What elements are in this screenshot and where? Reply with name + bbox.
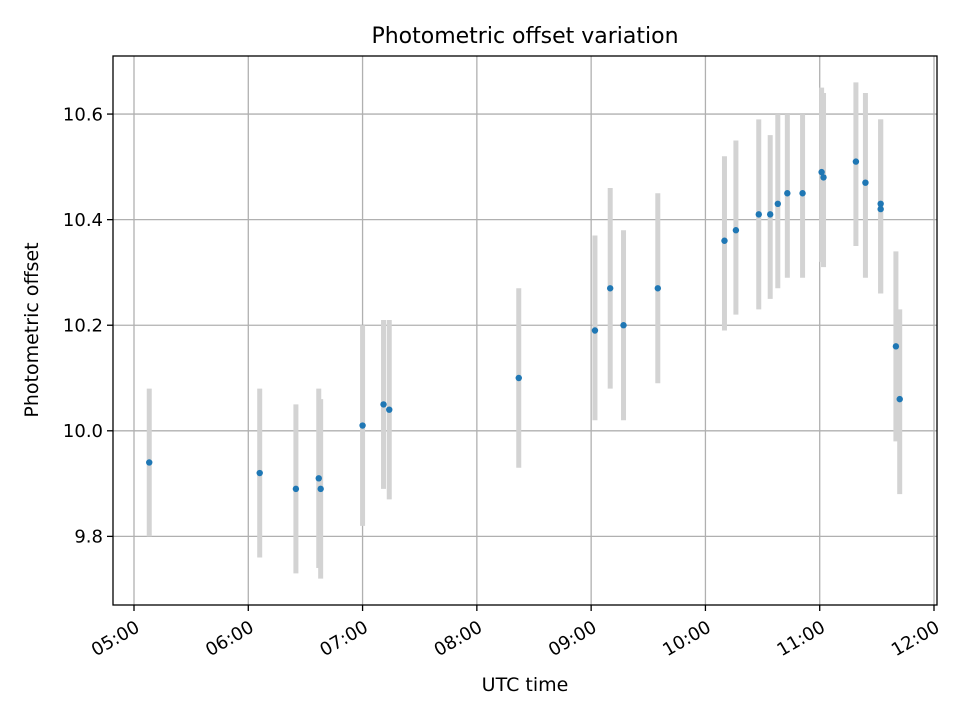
data-point [606, 285, 614, 292]
data-point [654, 285, 662, 292]
x-tick-label: 07:00 [316, 617, 371, 661]
y-axis-label: Photometric offset [21, 242, 43, 417]
error-bars [146, 82, 903, 579]
x-tick-label: 09:00 [545, 617, 600, 661]
data-point [877, 205, 884, 213]
data-point [820, 174, 827, 181]
data-point [315, 475, 322, 482]
data-point [732, 227, 740, 234]
data-point [877, 200, 884, 208]
grid-lines [113, 56, 937, 605]
data-points [146, 158, 903, 493]
data-point [774, 200, 782, 208]
data-point [380, 401, 387, 408]
x-axis-label: UTC time [482, 674, 569, 696]
x-tick-label: 10:00 [659, 617, 714, 661]
chart-title: Photometric offset variation [371, 24, 678, 49]
data-point [852, 158, 860, 165]
data-point [256, 469, 263, 477]
data-point [317, 485, 324, 493]
data-point [292, 485, 300, 493]
data-point [591, 327, 599, 334]
data-point [766, 211, 774, 218]
y-tick-label: 9.8 [74, 527, 103, 548]
x-tick-label: 06:00 [202, 617, 257, 661]
data-point [755, 211, 762, 218]
data-point [515, 374, 522, 382]
data-point [146, 459, 153, 466]
x-tick-label: 08:00 [431, 617, 486, 661]
data-point [799, 190, 806, 197]
axis-ticks: 05:00 06:00 07:00 08:00 09:00 10:00 11:00 12:00… [63, 104, 943, 661]
plot-area-frame [112, 55, 938, 606]
data-point [784, 190, 791, 197]
data-point [818, 168, 825, 176]
data-point [896, 395, 903, 403]
x-tick-label: 12:00 [888, 617, 943, 661]
y-tick-label: 10.6 [63, 104, 103, 125]
y-tick-label: 10.0 [63, 421, 103, 442]
y-tick-label: 10.2 [63, 316, 103, 337]
data-point [359, 422, 366, 429]
data-point [620, 322, 627, 329]
data-point [892, 343, 900, 350]
x-tick-label: 11:00 [774, 617, 829, 661]
data-point [721, 237, 728, 244]
x-tick-label: 05:00 [88, 617, 143, 661]
data-point [386, 406, 393, 413]
y-tick-label: 10.4 [63, 210, 103, 231]
data-point [862, 179, 869, 186]
